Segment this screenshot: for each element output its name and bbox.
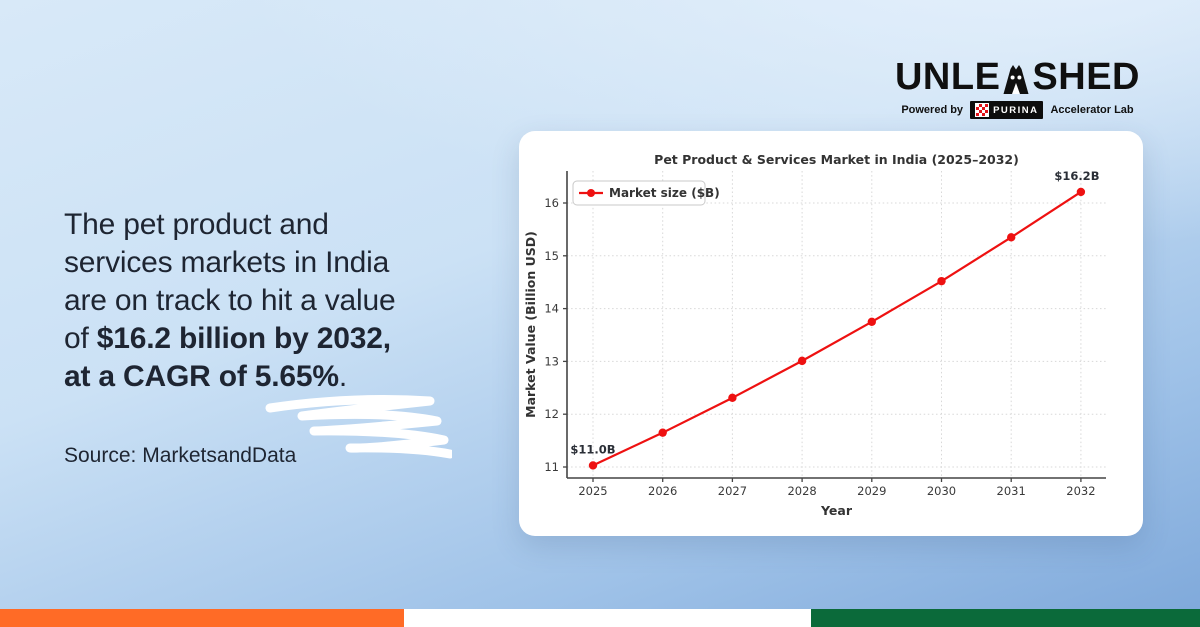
unleashed-logo: UNLE SHED Powered by PURINA Accelerator … <box>895 58 1140 119</box>
x-tick-label: 2029 <box>857 484 886 498</box>
market-size-line <box>592 190 1082 467</box>
data-point <box>658 428 667 437</box>
data-point <box>728 393 737 403</box>
legend-label: Market size ($B) <box>609 186 720 200</box>
data-point <box>1076 187 1086 197</box>
x-tick-label: 2026 <box>648 484 677 498</box>
flag-segment-white <box>404 609 812 627</box>
headline-line: services markets in India <box>64 246 390 279</box>
flag-segment-green <box>811 609 1200 627</box>
data-point <box>867 317 876 326</box>
headline-line: The pet product and <box>64 208 329 241</box>
y-axis-label: Market Value (Billion USD) <box>523 231 538 418</box>
purina-checkerboard-icon <box>975 103 990 117</box>
purina-logo: PURINA <box>970 101 1044 119</box>
x-axis-label: Year <box>820 503 853 518</box>
y-tick-label: 11 <box>544 460 559 474</box>
animal-head-a-icon <box>1003 65 1029 94</box>
purina-logo-text: PURINA <box>993 104 1039 116</box>
chart-card: 11 12 13 14 15 16 2025 2026 2027 2028 2029 2030 2031… <box>519 131 1143 536</box>
data-point <box>797 356 807 366</box>
legend-marker-sample <box>587 189 595 197</box>
powered-by-label: Powered by <box>901 104 964 116</box>
headline-line: at a CAGR of 5.65%. <box>64 360 347 393</box>
data-point <box>937 276 946 286</box>
x-tick-label: 2027 <box>718 484 747 498</box>
powered-by-row: Powered by PURINA Accelerator Lab <box>895 101 1140 119</box>
scribble-decoration <box>265 395 452 459</box>
x-tick-label: 2030 <box>927 484 956 498</box>
x-tick-label: 2025 <box>578 484 607 498</box>
headline-line: are on track to hit a value <box>64 284 396 317</box>
annotation-label: $16.2B <box>1054 169 1099 183</box>
data-point <box>588 461 598 470</box>
source-text: Source: MarketsandData <box>64 444 297 467</box>
y-tick-label: 15 <box>544 249 559 263</box>
flag-segment-saffron <box>0 609 405 627</box>
market-chart: 11 12 13 14 15 16 2025 2026 2027 2028 2029 2030 2031… <box>523 152 1106 518</box>
data-point <box>1007 233 1016 242</box>
x-tick-label: 2028 <box>787 484 816 498</box>
headline-line: of $16.2 billion by 2032, <box>64 322 391 355</box>
accelerator-lab-label: Accelerator Lab <box>1050 104 1134 116</box>
x-tick-label: 2032 <box>1066 484 1095 498</box>
india-flag-bar <box>0 609 1200 627</box>
wordmark-left: UNLE <box>894 56 1001 98</box>
y-tick-label: 14 <box>544 302 559 316</box>
y-tick-label: 16 <box>544 196 559 210</box>
annotation-label: $11.0B <box>570 442 615 456</box>
y-tick-label: 12 <box>544 407 559 421</box>
y-tick-label: 13 <box>544 354 559 368</box>
x-tick-label: 2031 <box>997 484 1026 498</box>
chart-title: Pet Product & Services Market in India (… <box>654 152 1019 167</box>
headline-text: The pet product and services markets in I… <box>64 206 534 396</box>
unleashed-wordmark: UNLE SHED <box>895 58 1140 96</box>
legend-box <box>572 180 706 206</box>
wordmark-right: SHED <box>1032 56 1140 98</box>
